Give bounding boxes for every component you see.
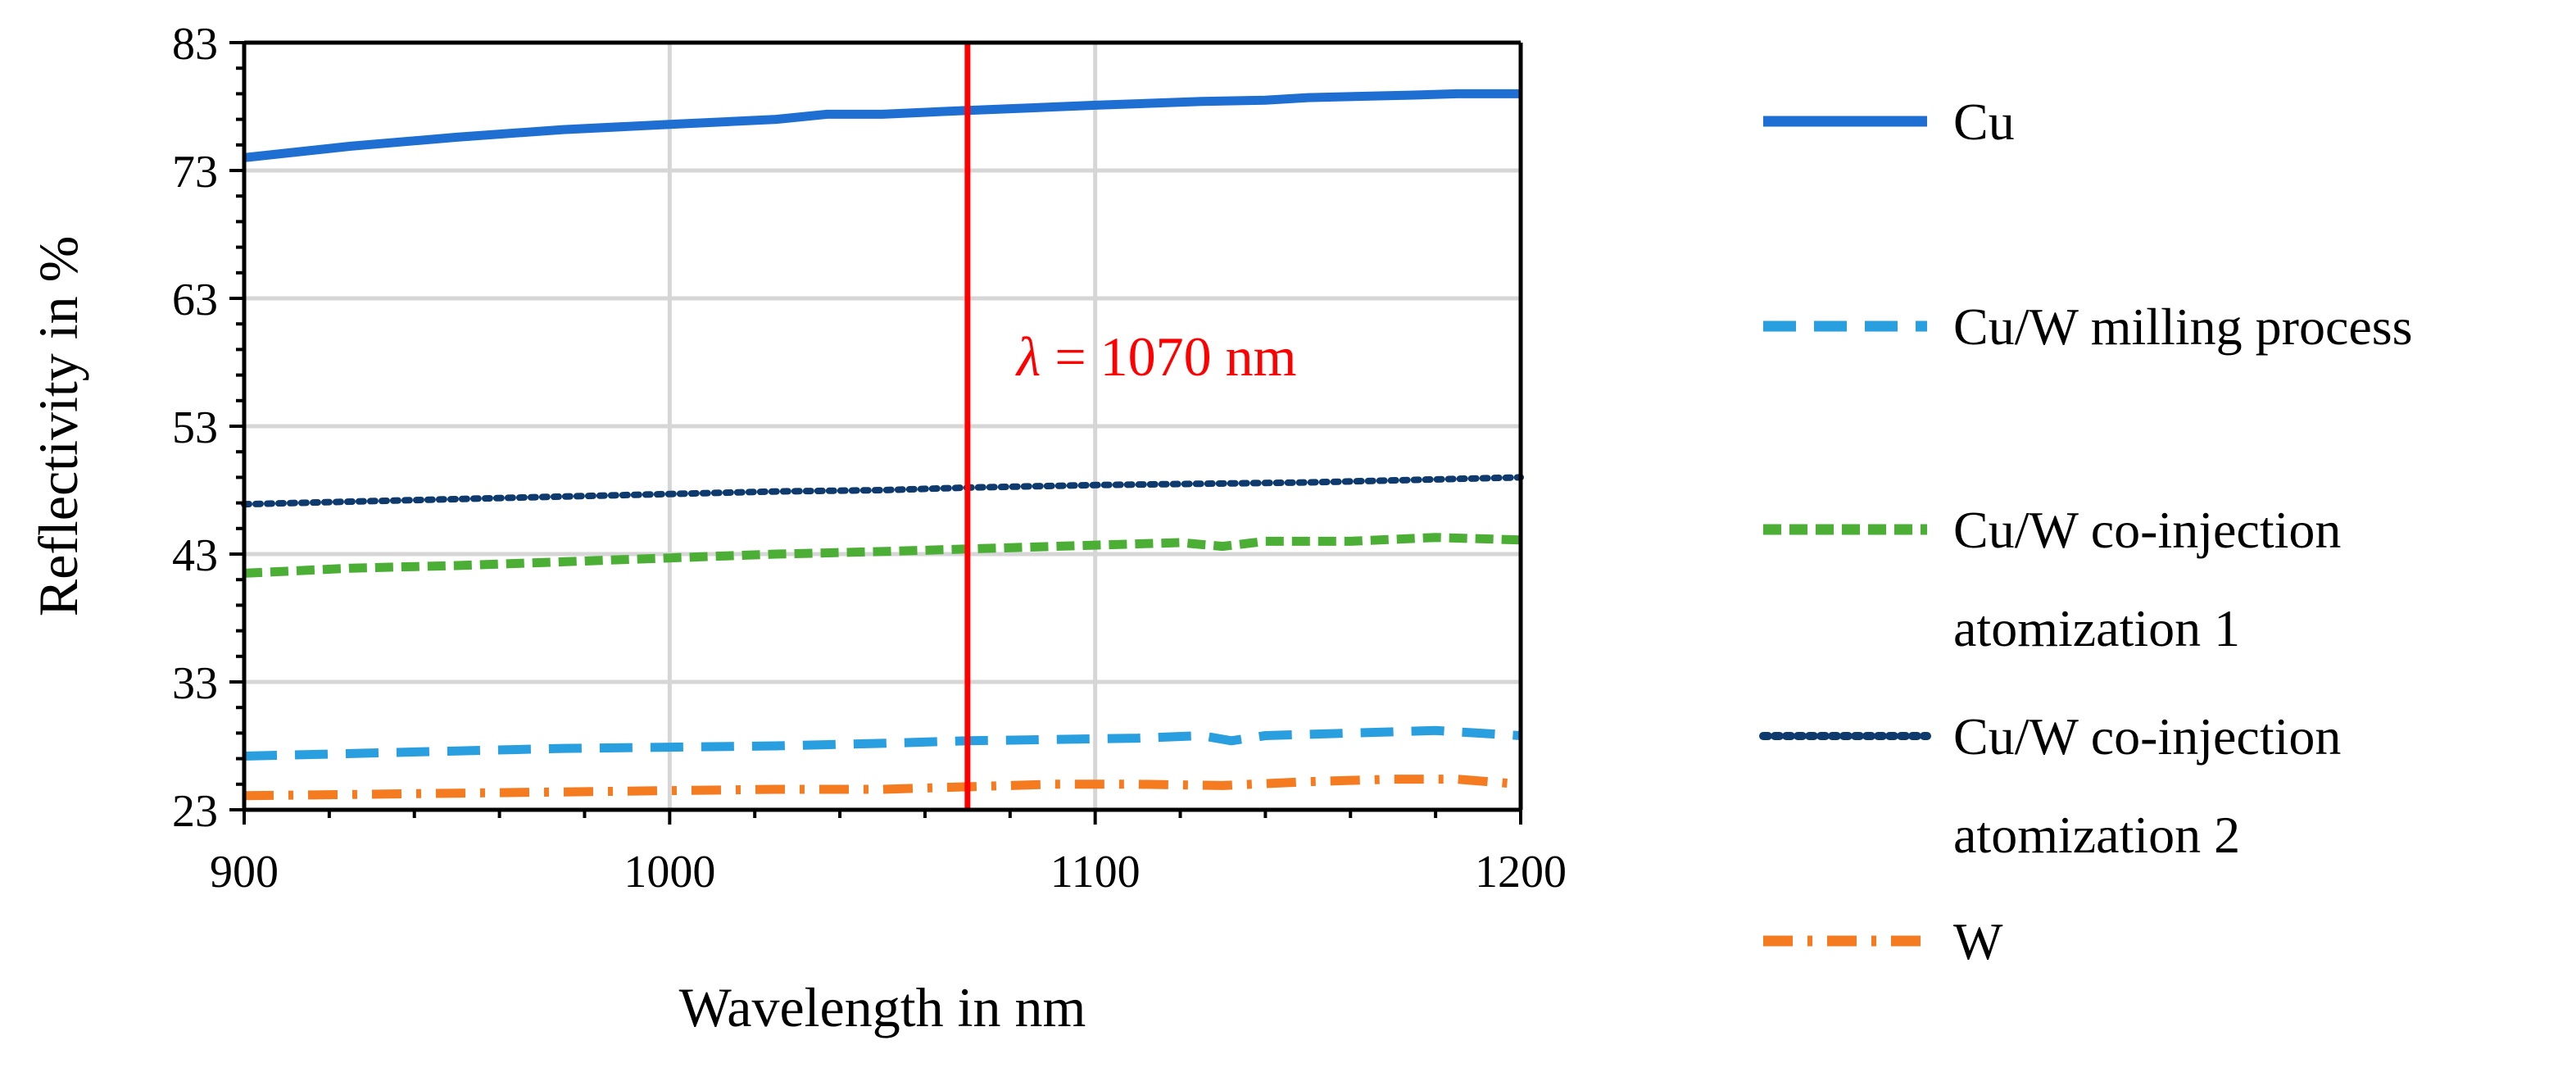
- y-tick-label: 83: [172, 19, 218, 70]
- y-tick-label: 43: [172, 530, 218, 581]
- legend-label: atomization 1: [1953, 599, 2240, 657]
- legend-label: Cu/W co-injection: [1953, 501, 2341, 559]
- grid: [244, 40, 1523, 810]
- legend-label: Cu/W milling process: [1953, 298, 2413, 356]
- legend-label: Cu/W co-injection: [1953, 707, 2341, 766]
- x-tick-label: 900: [210, 847, 279, 898]
- lambda-symbol: λ: [1015, 325, 1041, 388]
- legend-label: Cu: [1953, 93, 2015, 151]
- y-tick-label: 63: [172, 275, 218, 325]
- axes: 23 33 43 53 63 73 83 900 1000 1100 1200 Wavelength …: [27, 19, 1567, 1038]
- x-tick-label: 1200: [1475, 847, 1567, 898]
- annotation-value: = 1070 nm: [1041, 325, 1296, 388]
- y-tick-label: 33: [172, 658, 218, 709]
- y-tick-label: 23: [172, 786, 218, 837]
- y-tick-label: 73: [172, 147, 218, 198]
- series-line: [241, 474, 1524, 508]
- series-line: [243, 725, 1522, 761]
- annotation: λ = 1070 nm: [964, 43, 1297, 810]
- legend-label: atomization 2: [1953, 806, 2240, 864]
- y-axis-title: Reflectivity in %: [27, 236, 89, 617]
- x-tick-label: 1000: [624, 847, 715, 898]
- y-tick-label: 53: [172, 402, 218, 453]
- series-line: [243, 89, 1521, 162]
- legend: Cu Cu/W milling process Cu/W co-injection a…: [1759, 93, 2413, 970]
- x-axis-title: Wavelength in nm: [679, 976, 1086, 1038]
- series-line: [243, 775, 1522, 801]
- annotation-label: λ = 1070 nm: [1015, 325, 1297, 388]
- series-lines: [241, 89, 1524, 801]
- x-tick-label: 1100: [1050, 847, 1141, 898]
- legend-label: W: [1953, 912, 2003, 970]
